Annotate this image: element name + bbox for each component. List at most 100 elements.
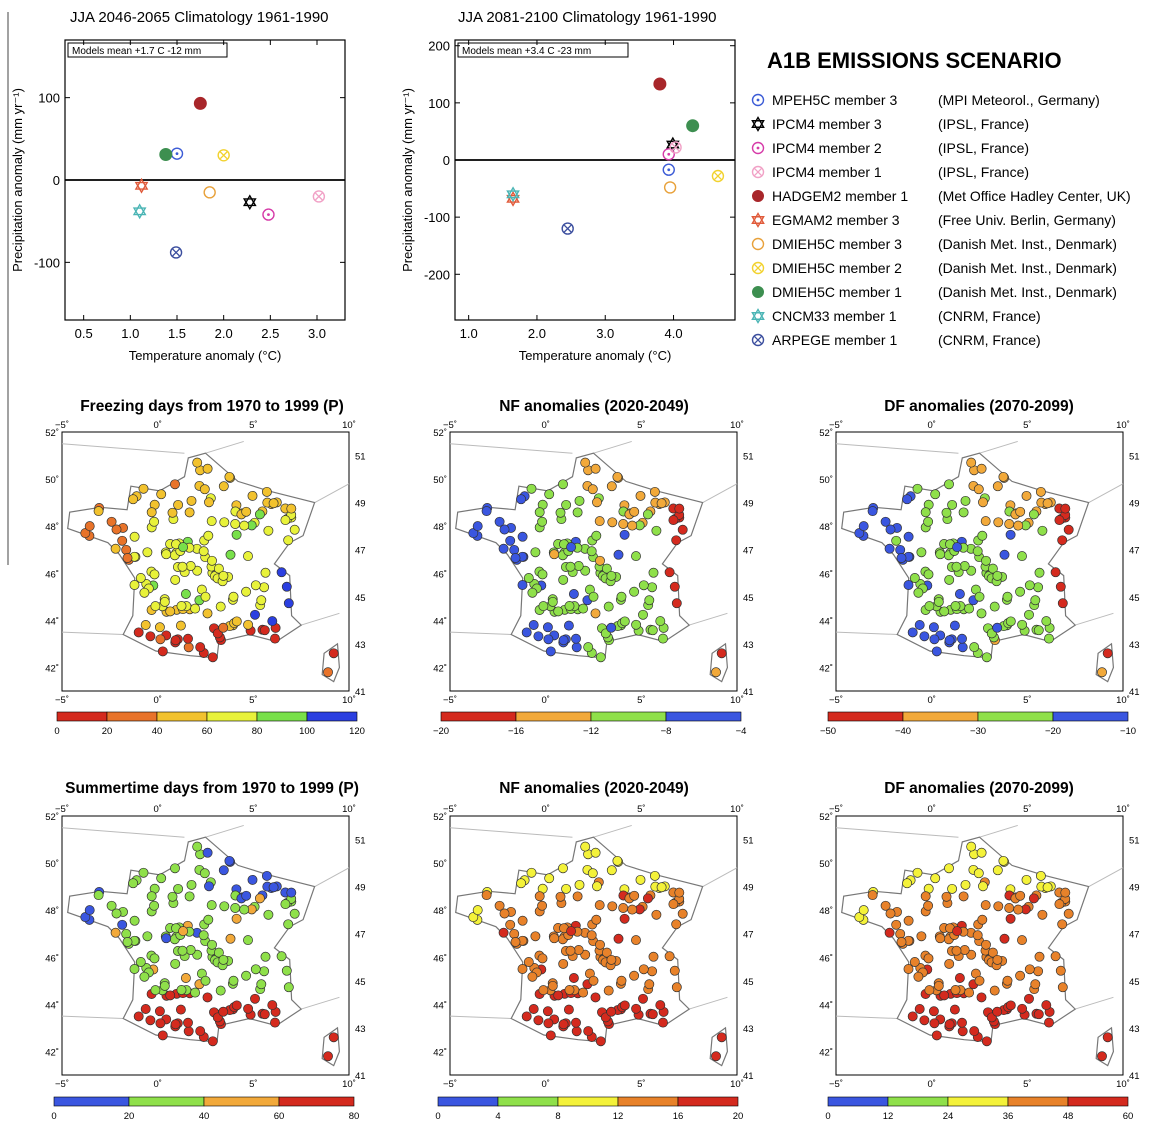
station-marker bbox=[218, 570, 229, 581]
lon-label-top: 10˚ bbox=[342, 420, 356, 431]
station-marker bbox=[992, 1006, 1003, 1017]
station-marker bbox=[239, 520, 250, 531]
station-marker bbox=[549, 549, 560, 560]
legend-symbol-icon bbox=[751, 212, 765, 228]
station-marker bbox=[619, 529, 630, 540]
station-marker bbox=[583, 642, 594, 653]
station-marker bbox=[954, 973, 965, 983]
colorbar-tick-label: 24 bbox=[943, 1111, 954, 1122]
station-marker bbox=[591, 914, 602, 925]
station-marker bbox=[202, 992, 213, 1003]
station-marker bbox=[516, 494, 527, 505]
station-marker bbox=[923, 516, 934, 527]
data-point bbox=[686, 119, 700, 133]
lat-label-left: 42˚ bbox=[45, 1047, 59, 1058]
station-marker bbox=[111, 908, 122, 919]
station-marker bbox=[80, 528, 91, 539]
station-marker bbox=[281, 581, 292, 592]
station-marker bbox=[999, 549, 1010, 560]
legend-model-label: HADGEM2 member 1 bbox=[772, 188, 908, 204]
station-marker bbox=[254, 509, 265, 520]
station-marker bbox=[270, 1017, 280, 1028]
lat-label-right: 47 bbox=[355, 930, 366, 941]
station-marker bbox=[913, 587, 924, 598]
lon-label-bottom: −5˚ bbox=[443, 695, 457, 706]
station-marker bbox=[154, 622, 165, 633]
station-marker bbox=[138, 867, 149, 878]
station-marker bbox=[142, 547, 153, 558]
station-marker bbox=[919, 1015, 930, 1026]
station-marker bbox=[468, 912, 479, 923]
station-marker bbox=[129, 580, 140, 590]
station-marker bbox=[509, 928, 520, 939]
station-marker bbox=[145, 1015, 156, 1026]
station-marker bbox=[270, 633, 280, 644]
station-marker bbox=[200, 975, 211, 986]
station-marker bbox=[537, 953, 548, 964]
station-marker bbox=[230, 519, 241, 529]
lat-label-right: 43 bbox=[355, 640, 366, 651]
station-marker bbox=[631, 1003, 642, 1014]
lat-label-left: 48˚ bbox=[819, 906, 833, 917]
y-tick-label: -100 bbox=[34, 255, 60, 270]
data-point bbox=[132, 203, 147, 220]
station-marker bbox=[547, 596, 558, 607]
station-marker bbox=[183, 633, 193, 644]
station-marker bbox=[972, 546, 983, 557]
station-marker bbox=[930, 489, 941, 500]
station-marker bbox=[180, 589, 191, 599]
lon-label-bottom: 10˚ bbox=[1116, 695, 1130, 706]
station-marker bbox=[537, 516, 548, 527]
lat-label-right: 51 bbox=[1129, 452, 1140, 463]
station-marker bbox=[642, 893, 653, 904]
station-marker bbox=[880, 900, 891, 911]
station-marker bbox=[198, 546, 209, 557]
station-marker bbox=[884, 543, 895, 554]
station-marker bbox=[1002, 591, 1013, 602]
station-marker bbox=[121, 544, 132, 555]
station-marker bbox=[117, 919, 128, 930]
coastline bbox=[449, 824, 738, 1019]
station-marker bbox=[954, 589, 965, 599]
station-marker bbox=[133, 627, 144, 638]
data-point bbox=[653, 77, 667, 91]
lon-label-top: 0˚ bbox=[927, 804, 935, 815]
station-marker bbox=[544, 489, 555, 500]
colorbar-segment bbox=[156, 711, 208, 722]
station-marker bbox=[254, 893, 265, 904]
station-marker bbox=[895, 544, 906, 555]
station-marker bbox=[1102, 1032, 1113, 1043]
station-marker bbox=[215, 985, 226, 996]
station-marker bbox=[219, 901, 230, 912]
station-marker bbox=[243, 619, 254, 630]
colorbar-tick-label: 80 bbox=[252, 726, 263, 737]
station-marker bbox=[533, 1015, 544, 1026]
station-marker bbox=[523, 957, 534, 967]
station-marker bbox=[668, 899, 679, 910]
y-tick-label: -200 bbox=[424, 267, 450, 282]
station-marker bbox=[183, 1017, 193, 1028]
station-marker bbox=[218, 1006, 229, 1017]
station-marker bbox=[1041, 616, 1052, 627]
station-marker bbox=[219, 517, 230, 528]
colorbar-segment bbox=[902, 711, 979, 722]
station-marker bbox=[950, 601, 961, 611]
lon-label-top: 10˚ bbox=[730, 420, 744, 431]
station-marker bbox=[167, 891, 178, 902]
station-marker bbox=[289, 908, 300, 919]
station-marker bbox=[669, 581, 680, 592]
station-marker bbox=[173, 499, 184, 510]
station-marker bbox=[928, 622, 939, 633]
station-marker bbox=[647, 1009, 658, 1020]
station-marker bbox=[989, 601, 1000, 612]
station-marker bbox=[268, 882, 279, 893]
station-marker bbox=[992, 954, 1003, 965]
model-legend: A1B EMISSIONS SCENARIO MPEH5C member 3 (M… bbox=[751, 48, 1131, 348]
station-marker bbox=[499, 524, 510, 535]
map-title: DF anomalies (2070-2099) bbox=[884, 398, 1074, 415]
station-marker bbox=[603, 985, 614, 996]
station-marker bbox=[499, 908, 510, 919]
station-marker bbox=[250, 609, 260, 620]
station-marker bbox=[923, 900, 934, 911]
lon-label-bottom: −5˚ bbox=[443, 1079, 457, 1090]
